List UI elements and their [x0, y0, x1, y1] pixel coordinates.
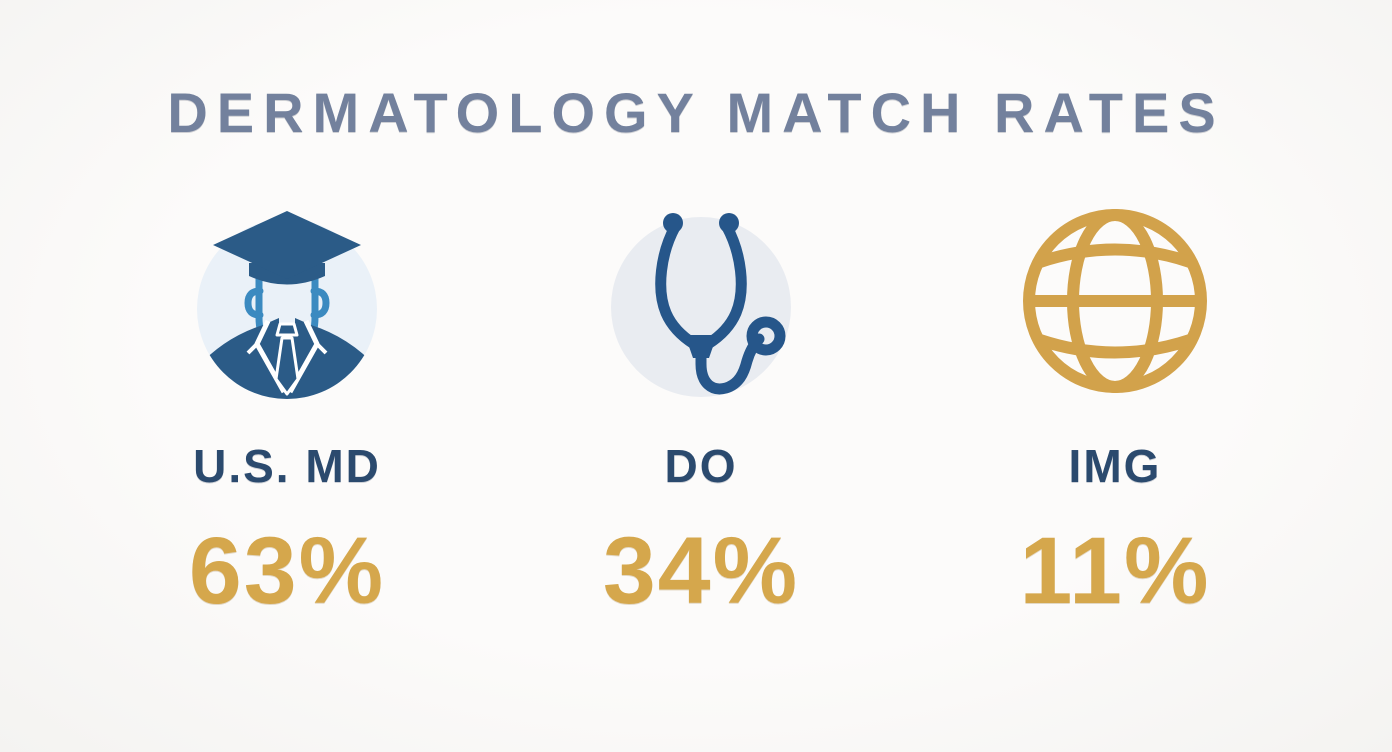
stat-column-img: IMG 11%	[950, 201, 1280, 626]
match-rate-value: 34%	[602, 518, 800, 624]
category-label: U.S. MD	[193, 440, 381, 492]
stat-column-us-md: U.S. MD 63%	[122, 201, 452, 626]
category-label: IMG	[1068, 440, 1162, 492]
globe-icon	[1015, 201, 1215, 401]
stethoscope-icon	[601, 201, 801, 401]
stat-columns: U.S. MD 63%	[0, 201, 1392, 626]
page-title: DERMATOLOGY MATCH RATES	[167, 81, 1225, 144]
infographic: DERMATOLOGY MATCH RATES	[0, 80, 1392, 752]
graduate-icon	[187, 201, 387, 401]
match-rate-value: 63%	[188, 518, 386, 624]
match-rate-value: 11%	[1019, 518, 1211, 624]
stat-column-do: DO 34%	[536, 201, 866, 626]
category-label: DO	[664, 440, 738, 492]
